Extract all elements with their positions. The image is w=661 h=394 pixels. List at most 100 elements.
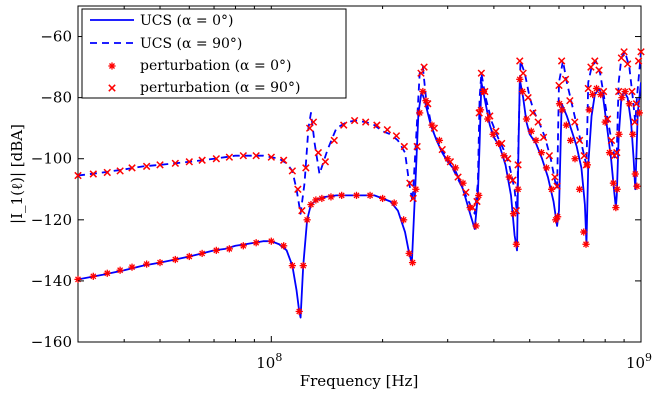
- marker-perturbation-90: [468, 203, 477, 212]
- y-tick-label: −120: [31, 211, 72, 229]
- x-tick-label-base: 10: [626, 354, 645, 372]
- marker-perturbation-0: [629, 130, 637, 138]
- marker-perturbation-0: [589, 90, 597, 99]
- marker-perturbation-90: [239, 151, 248, 160]
- marker-perturbation-0: [288, 262, 296, 270]
- x-tick-label: 108: [256, 351, 282, 372]
- marker-perturbation-0: [566, 136, 575, 144]
- marker-perturbation-90: [617, 54, 626, 62]
- marker-perturbation-90: [571, 118, 579, 126]
- marker-perturbation-0: [558, 106, 566, 114]
- marker-perturbation-90: [516, 57, 524, 65]
- marker-perturbation-90: [74, 171, 82, 180]
- marker-perturbation-90: [614, 87, 623, 96]
- marker-perturbation-90: [529, 109, 537, 117]
- marker-perturbation-0: [621, 87, 629, 96]
- marker-perturbation-0: [225, 245, 233, 253]
- marker-perturbation-90: [339, 121, 348, 129]
- marker-perturbation-90: [607, 136, 616, 145]
- marker-perturbation-90: [473, 197, 481, 206]
- marker-perturbation-90: [454, 173, 462, 181]
- marker-perturbation-90: [198, 156, 206, 164]
- marker-perturbation-90: [628, 87, 636, 96]
- marker-perturbation-0: [518, 87, 527, 96]
- marker-perturbation-0: [609, 179, 617, 187]
- y-tick-label: −60: [40, 28, 72, 46]
- marker-perturbation-90: [89, 170, 98, 178]
- marker-perturbation-0: [582, 240, 590, 248]
- marker-perturbation-90: [142, 162, 151, 171]
- marker-perturbation-90: [524, 93, 532, 102]
- marker-perturbation-0: [352, 191, 361, 199]
- marker-perturbation-0: [514, 185, 522, 193]
- marker-perturbation-90: [103, 168, 112, 177]
- marker-perturbation-90: [430, 124, 439, 132]
- marker-perturbation-0: [419, 87, 427, 96]
- marker-perturbation-90: [477, 69, 486, 77]
- marker-perturbation-90: [599, 87, 608, 96]
- marker-perturbation-90: [561, 75, 570, 84]
- marker-perturbation-90: [497, 139, 506, 148]
- marker-perturbation-90: [557, 57, 566, 65]
- marker-perturbation-90: [620, 48, 628, 56]
- y-axis-label: |I_1(ℓ)| [dBA]: [8, 124, 26, 224]
- marker-perturbation-0: [631, 170, 639, 178]
- marker-perturbation-90: [582, 161, 591, 169]
- marker-perturbation-90: [514, 161, 522, 169]
- marker-perturbation-90: [212, 154, 221, 163]
- marker-perturbation-0: [390, 199, 398, 207]
- marker-perturbation-0: [542, 164, 551, 172]
- marker-perturbation-0: [408, 258, 417, 267]
- marker-perturbation-0: [239, 242, 247, 250]
- marker-perturbation-90: [503, 154, 512, 163]
- marker-perturbation-90: [623, 60, 632, 68]
- marker-perturbation-90: [400, 142, 409, 151]
- marker-perturbation-90: [406, 179, 414, 187]
- marker-perturbation-0: [327, 193, 335, 201]
- marker-perturbation-90: [302, 164, 310, 172]
- y-tick-label: −140: [31, 272, 72, 290]
- marker-perturbation-90: [603, 115, 612, 123]
- marker-perturbation-90: [420, 63, 428, 71]
- marker-perturbation-0: [103, 269, 111, 277]
- marker-perturbation-0: [516, 75, 524, 83]
- marker-perturbation-90: [634, 57, 643, 65]
- marker-perturbation-90: [279, 156, 288, 164]
- marker-perturbation-90: [330, 136, 338, 145]
- marker-perturbation-0: [307, 200, 315, 209]
- marker-perturbation-90: [492, 127, 500, 135]
- marker-perturbation-90: [575, 136, 584, 145]
- marker-perturbation-90: [383, 125, 392, 134]
- legend-swatch-perturbation-90: [108, 84, 116, 92]
- marker-perturbation-90: [512, 206, 521, 215]
- marker-perturbation-0: [451, 164, 460, 172]
- marker-perturbation-90: [116, 167, 124, 175]
- marker-perturbation-90: [475, 109, 483, 117]
- marker-perturbation-90: [314, 148, 323, 157]
- marker-perturbation-90: [637, 48, 645, 56]
- marker-perturbation-90: [321, 158, 330, 166]
- marker-perturbation-90: [424, 100, 432, 108]
- marker-perturbation-0: [479, 87, 488, 96]
- marker-perturbation-90: [462, 188, 470, 197]
- x-tick-label-exponent: 8: [275, 351, 282, 364]
- marker-perturbation-0: [412, 185, 420, 193]
- marker-perturbation-0: [89, 272, 97, 280]
- marker-perturbation-90: [595, 66, 603, 74]
- marker-perturbation-0: [635, 109, 643, 117]
- marker-perturbation-0: [537, 149, 546, 157]
- marker-perturbation-0: [299, 262, 307, 270]
- marker-perturbation-0: [338, 191, 346, 199]
- marker-perturbation-90: [631, 118, 639, 126]
- marker-perturbation-0: [303, 216, 311, 224]
- marker-perturbation-90: [486, 112, 494, 120]
- marker-perturbation-0: [143, 260, 151, 268]
- marker-perturbation-0: [280, 242, 288, 250]
- marker-perturbation-0: [128, 263, 136, 271]
- marker-perturbation-90: [519, 69, 527, 77]
- marker-perturbation-0: [522, 115, 531, 123]
- legend-label-perturbation-90: perturbation (α = 90°): [140, 80, 300, 96]
- marker-perturbation-0: [295, 307, 303, 316]
- marker-perturbation-90: [267, 153, 276, 161]
- marker-perturbation-90: [591, 57, 599, 65]
